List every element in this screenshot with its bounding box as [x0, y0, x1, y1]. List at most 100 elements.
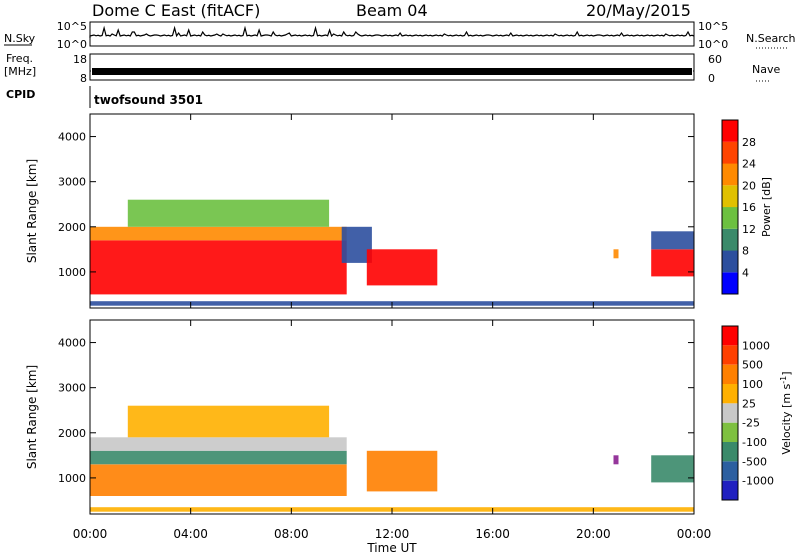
- cpid-label: CPID: [6, 88, 35, 101]
- colorbar-tick: 500: [742, 359, 763, 372]
- nsky-trace: [89, 25, 695, 38]
- freq-label-line2: [MHz]: [4, 65, 36, 78]
- colorbar-segment: [722, 163, 738, 186]
- nsky-label: N.Sky: [4, 32, 36, 45]
- velocity-colorbar: 1000 500 100 25 -25 -100 -500 -1000 Velocity [m …: [721, 325, 794, 501]
- colorbar-segment: [722, 461, 738, 481]
- nsky-line: [89, 25, 695, 38]
- colorbar-tick: 8: [742, 245, 749, 258]
- colorbar-tick: 20: [742, 179, 756, 192]
- colorbar-segment: [722, 442, 738, 462]
- beam-title: Beam 04: [356, 1, 428, 20]
- colorbar-segment: [722, 480, 738, 500]
- scatter-region: [90, 464, 347, 496]
- scatter-region: [90, 226, 347, 241]
- scatter-region: [366, 249, 438, 286]
- colorbar-segment: [722, 326, 738, 346]
- colorbar-segment: [722, 272, 738, 295]
- colorbar-segment: [722, 364, 738, 384]
- scatter-region: [90, 450, 347, 465]
- xtick-label: 08:00: [274, 527, 309, 541]
- station-title: Dome C East (fitACF): [92, 1, 260, 20]
- ytick-label: 1000: [58, 266, 86, 279]
- xtick-label: 12:00: [375, 527, 410, 541]
- colorbar-segment: [722, 141, 738, 164]
- colorbar-tick: 4: [742, 266, 749, 279]
- scatter-region: [651, 455, 694, 483]
- colorbar-tick: 24: [742, 158, 756, 171]
- scatter-region: [90, 240, 347, 295]
- ytick-label: 2000: [58, 427, 86, 440]
- scatter-region: [613, 249, 619, 259]
- colorbar-segment: [722, 120, 738, 142]
- colorbar-tick: 16: [742, 201, 756, 214]
- colorbar-tick: 1000: [742, 339, 770, 352]
- nsky-top-tick: 10^5: [57, 20, 87, 33]
- freq-panel-frame: [89, 53, 695, 81]
- xtick-label: 16:00: [475, 527, 510, 541]
- colorbar-tick: -100: [742, 436, 767, 449]
- colorbar-segment: [722, 228, 738, 251]
- colorbar-segment: [722, 185, 738, 208]
- scatter-region: [127, 199, 330, 227]
- colorbar-segment: [722, 403, 738, 423]
- time-axis: 00:00 04:00 08:00 12:00 16:00 20:00 00:00: [73, 527, 712, 541]
- date-title: 20/May/2015: [586, 1, 691, 20]
- freq-bottom-tick: 8: [80, 72, 87, 85]
- colorbar-tick: -1000: [742, 475, 774, 488]
- xtick-label: 20:00: [576, 527, 611, 541]
- nsky-panel-frame: [89, 21, 695, 47]
- scatter-region: [366, 450, 438, 492]
- colorbar-segment: [722, 345, 738, 365]
- nave-label: Nave: [752, 63, 780, 76]
- scatter-region: [651, 249, 694, 277]
- colorbar-segment: [722, 250, 738, 273]
- xaxis-label: Time UT: [366, 541, 417, 554]
- freq-label-line1: Freq.: [6, 52, 33, 65]
- colorbar-tick: 28: [742, 136, 756, 149]
- colorbar-frame: [721, 119, 739, 295]
- colorbar-label: Velocity [m s-1]: [779, 371, 794, 454]
- ytick-label: 4000: [58, 131, 86, 144]
- freq-trace: [92, 68, 692, 75]
- scatter-region: [651, 231, 694, 250]
- yaxis-label: Slant Range [km]: [25, 159, 39, 263]
- power-panel: 1000 2000 3000 4000 Slant Range [km]: [25, 113, 695, 309]
- nsearch-label: N.Search: [746, 32, 796, 45]
- power-colorbar: 4 8 12 16 20 24 28 Power [dB]: [721, 119, 773, 295]
- colorbar-segment: [722, 422, 738, 442]
- ytick-label: 2000: [58, 221, 86, 234]
- colorbar-tick: -500: [742, 455, 767, 468]
- ytick-label: 1000: [58, 472, 86, 485]
- colorbar-frame: [721, 325, 739, 501]
- colorbar-label: Power [dB]: [760, 177, 773, 237]
- nave-bottom-tick: 0: [708, 72, 715, 85]
- colorbar-tick: 12: [742, 223, 756, 236]
- colorbar-label-close: ]: [780, 371, 793, 375]
- ytick-label: 3000: [58, 176, 86, 189]
- xtick-label: 00:00: [73, 527, 108, 541]
- freq-top-tick: 18: [73, 53, 87, 66]
- xtick-label: 00:00: [677, 527, 712, 541]
- colorbar-label-exp: -1: [779, 376, 788, 384]
- scatter-region: [127, 405, 330, 438]
- ytick-label: 3000: [58, 382, 86, 395]
- colorbar-tick: -25: [742, 417, 760, 430]
- velocity-panel: 1000 2000 3000 4000 Slant Range [km]: [25, 319, 695, 515]
- xtick-label: 04:00: [173, 527, 208, 541]
- yaxis-label: Slant Range [km]: [25, 365, 39, 469]
- nave-top-tick: 60: [708, 53, 722, 66]
- colorbar-tick: 25: [742, 397, 756, 410]
- nsky-bottom-tick: 10^0: [57, 38, 87, 51]
- colorbar-segment: [722, 384, 738, 404]
- cpid-program: twofsound 3501: [94, 93, 203, 107]
- scatter-region: [613, 455, 619, 465]
- scatter-region: [90, 437, 347, 451]
- ytick-label: 4000: [58, 337, 86, 350]
- nsearch-top-tick: 10^5: [698, 20, 728, 33]
- nsearch-bottom-tick: 10^0: [698, 38, 728, 51]
- colorbar-label-main: Velocity [m s: [780, 383, 793, 454]
- colorbar-segment: [722, 207, 738, 229]
- colorbar-tick: 100: [742, 378, 763, 391]
